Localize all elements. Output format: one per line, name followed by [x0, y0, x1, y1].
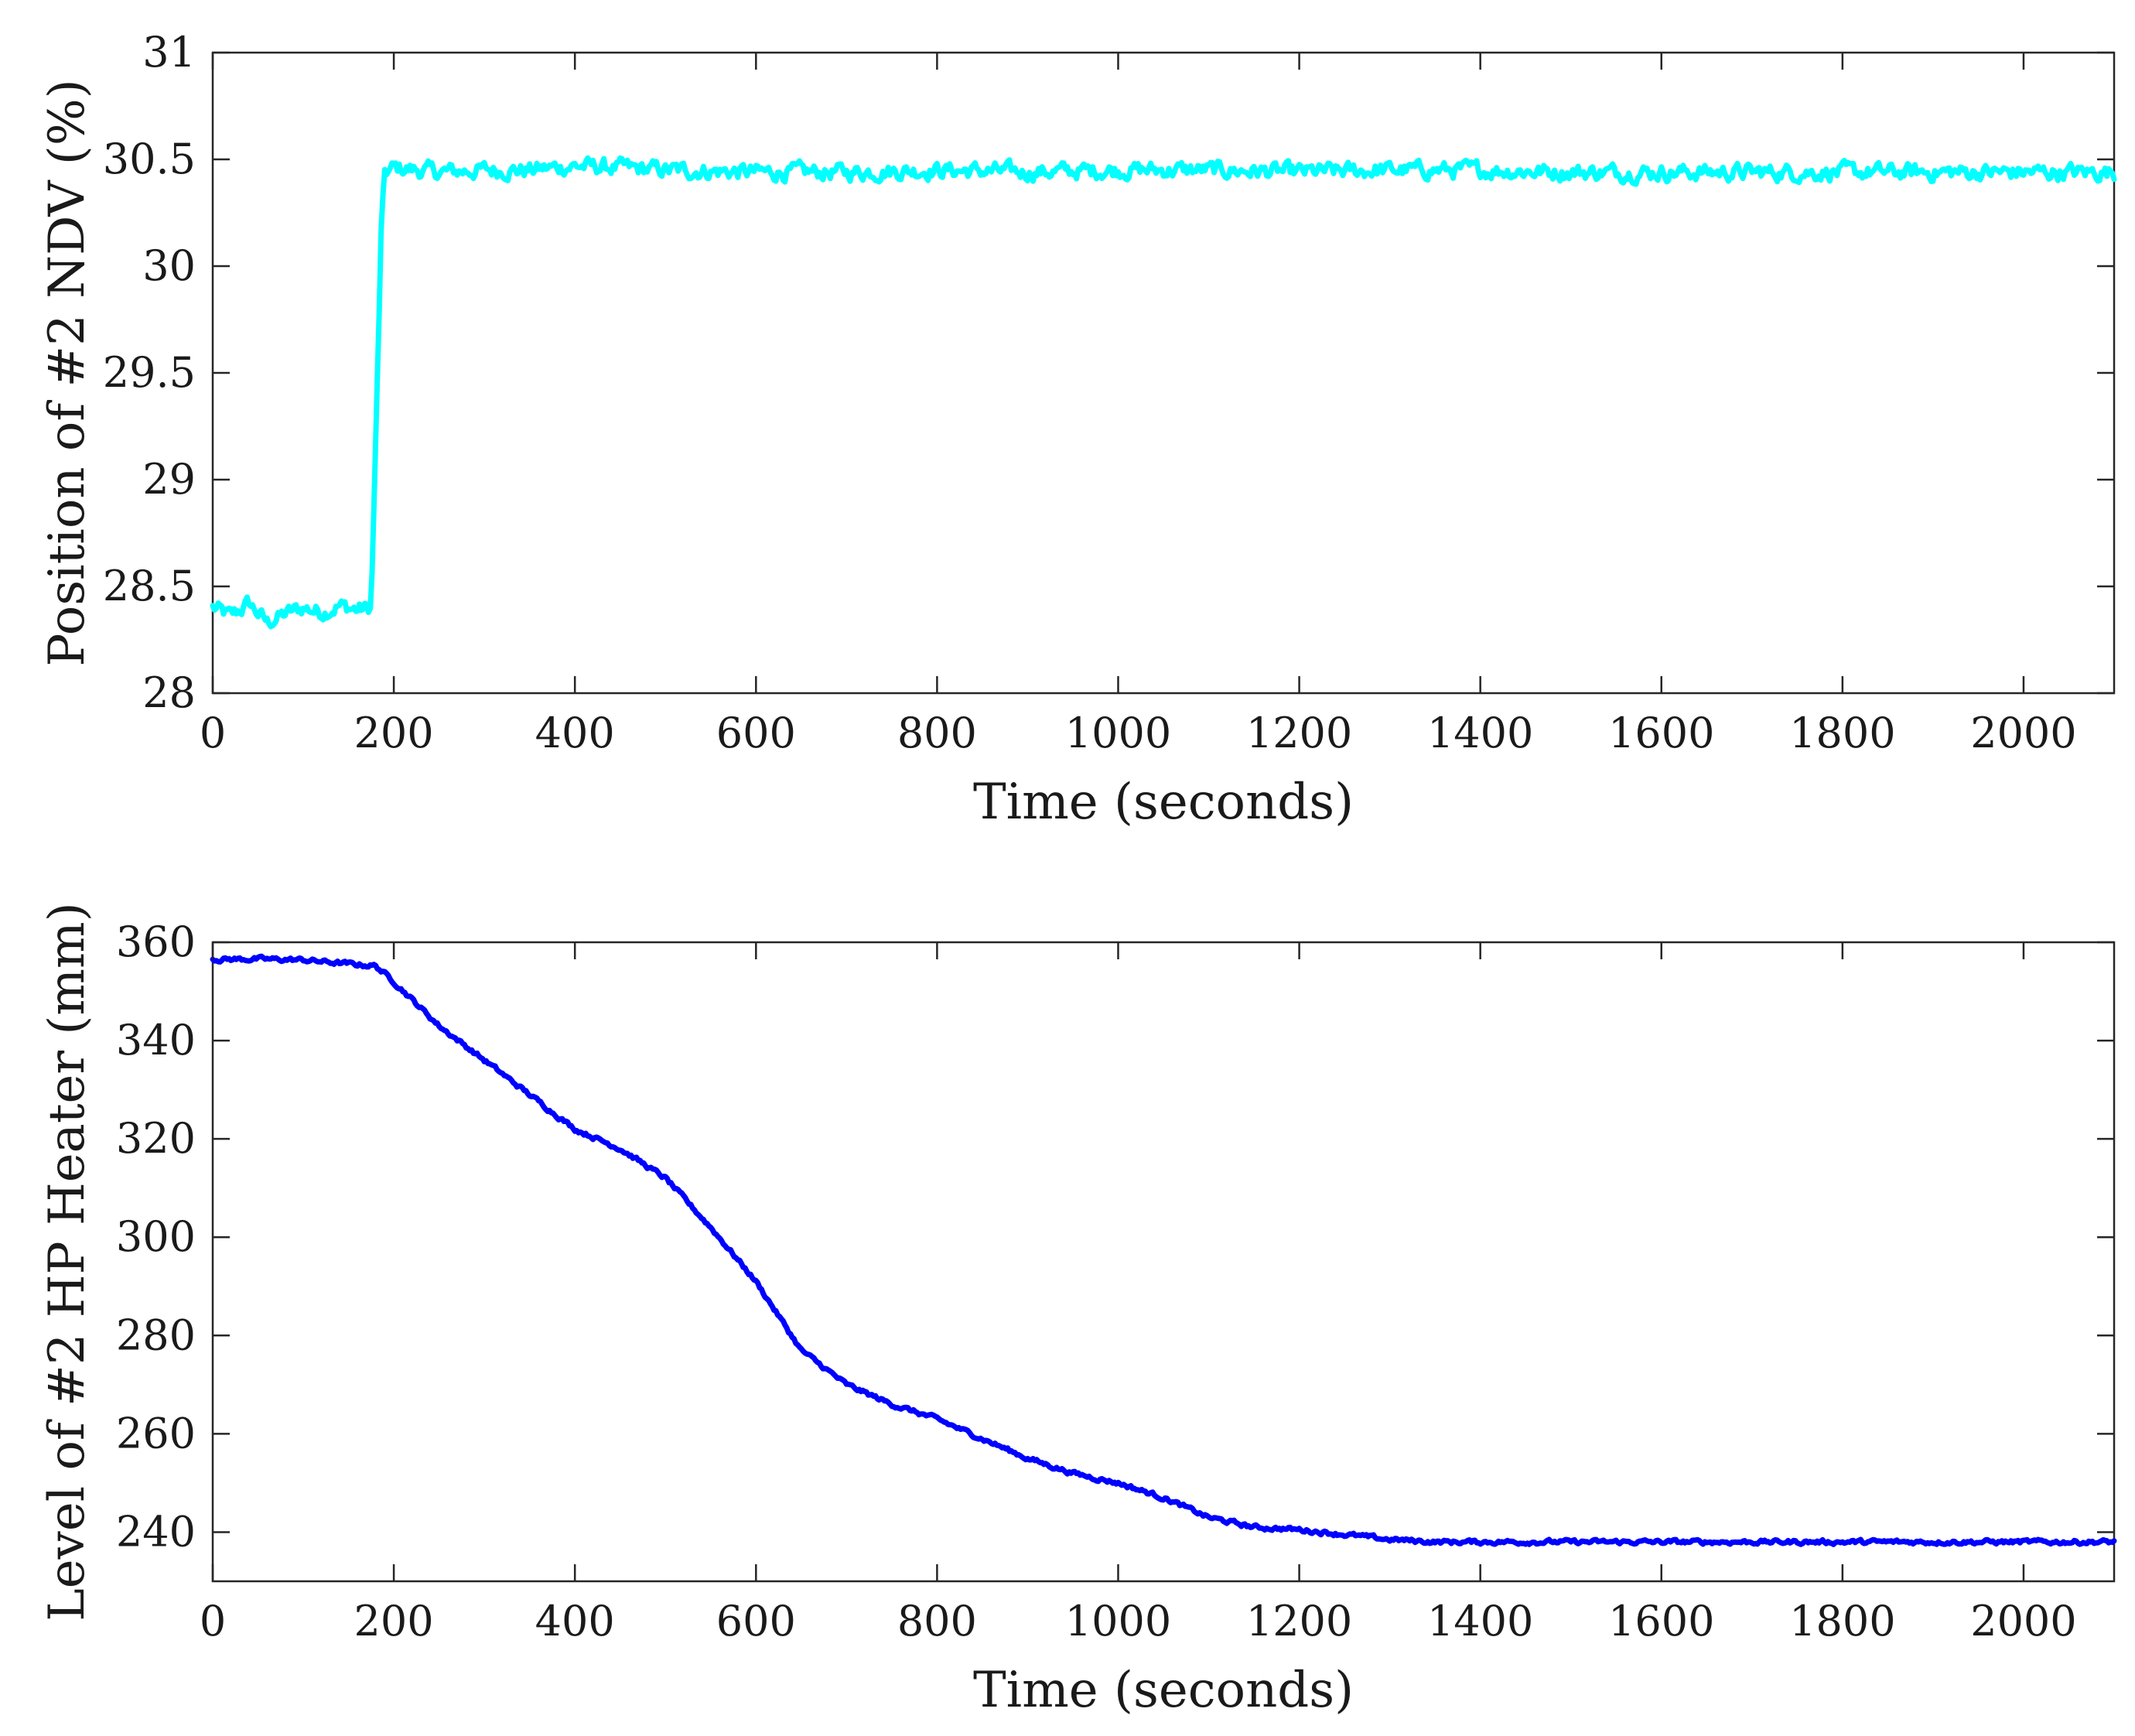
y-tick-label: 260 [116, 1409, 196, 1457]
x-tick-label: 0 [200, 1597, 226, 1645]
x-tick-label: 1200 [1246, 709, 1352, 757]
x-tick-label: 1600 [1608, 709, 1714, 757]
y-axis-title: Position of #2 NDV (%) [39, 79, 96, 666]
x-axis-ticks: 0 200 400 600 800 1000 1200 1400 1600 1800 2000 [200, 942, 2077, 1645]
x-tick-label: 0 [200, 709, 226, 757]
y-tick-label: 320 [116, 1114, 196, 1163]
x-tick-label: 1200 [1246, 1597, 1352, 1645]
y-tick-label: 29.5 [103, 348, 196, 397]
x-tick-label: 200 [354, 1597, 434, 1645]
x-tick-label: 1400 [1427, 709, 1533, 757]
x-tick-label: 1000 [1065, 1597, 1171, 1645]
x-tick-label: 200 [354, 709, 434, 757]
y-tick-label: 280 [116, 1311, 196, 1359]
y-tick-label: 340 [116, 1016, 196, 1064]
y-tick-label: 28.5 [103, 562, 196, 610]
x-tick-label: 1400 [1427, 1597, 1533, 1645]
x-tick-label: 2000 [1970, 1597, 2076, 1645]
plot-frame [211, 941, 2116, 1583]
y-axis-ticks: 28 28.5 29 29.5 30 30.5 31 [103, 28, 2114, 717]
y-tick-label: 360 [116, 918, 196, 966]
x-tick-label: 1800 [1789, 1597, 1895, 1645]
plot-frame [211, 51, 2116, 695]
heater-level-series [210, 953, 2117, 1547]
x-tick-label: 1600 [1608, 1597, 1714, 1645]
series-line [210, 953, 2117, 1547]
x-tick-label: 2000 [1970, 709, 2076, 757]
y-tick-label: 29 [142, 455, 196, 504]
x-tick-label: 400 [535, 709, 615, 757]
x-tick-label: 1000 [1065, 709, 1171, 757]
heater-level-plot: 0 200 400 600 800 1000 1200 1400 1600 1800 2000 24… [39, 902, 2117, 1719]
x-tick-label: 800 [897, 709, 977, 757]
x-tick-label: 400 [535, 1597, 615, 1645]
series-line [210, 155, 2117, 630]
y-tick-label: 30.5 [103, 135, 196, 183]
y-tick-label: 30 [142, 241, 196, 290]
x-axis-ticks: 0 200 400 600 800 1000 1200 1400 1600 1800 2000 [200, 53, 2077, 757]
y-axis-title: Level of #2 HP Heater (mm) [39, 902, 96, 1621]
y-tick-label: 31 [142, 28, 196, 77]
y-axis-ticks: 240 260 280 300 320 340 360 [116, 918, 2114, 1556]
x-tick-label: 800 [897, 1597, 977, 1645]
x-tick-label: 1800 [1789, 709, 1895, 757]
ndv-position-series [210, 155, 2117, 630]
x-tick-label: 600 [716, 1597, 796, 1645]
y-tick-label: 300 [116, 1212, 196, 1261]
ndv-position-plot: 0 200 400 600 800 1000 1200 1400 1600 1800 2000 28… [39, 28, 2117, 831]
x-axis-title: Time (seconds) [973, 774, 1354, 831]
y-tick-label: 28 [142, 668, 196, 717]
x-tick-label: 600 [716, 709, 796, 757]
x-axis-title: Time (seconds) [973, 1662, 1354, 1719]
y-tick-label: 240 [116, 1507, 196, 1556]
